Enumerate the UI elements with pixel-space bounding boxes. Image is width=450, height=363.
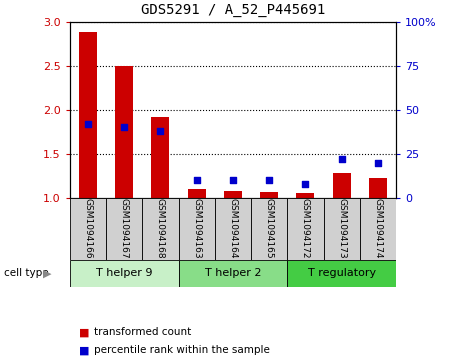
Point — [338, 156, 345, 162]
Text: ▶: ▶ — [43, 268, 51, 278]
Bar — [260, 192, 278, 198]
Bar — [106, 198, 142, 260]
Bar — [179, 198, 215, 260]
Text: transformed count: transformed count — [94, 327, 192, 337]
Bar — [79, 32, 97, 198]
Title: GDS5291 / A_52_P445691: GDS5291 / A_52_P445691 — [141, 3, 325, 17]
Point — [157, 128, 164, 134]
Text: GSM1094167: GSM1094167 — [120, 198, 129, 259]
Text: T helper 2: T helper 2 — [205, 268, 261, 278]
Point — [302, 181, 309, 187]
Text: cell type: cell type — [4, 268, 49, 278]
Bar — [369, 178, 387, 198]
Bar — [179, 260, 287, 287]
Bar — [296, 193, 315, 198]
Text: percentile rank within the sample: percentile rank within the sample — [94, 345, 270, 355]
Bar — [224, 191, 242, 198]
Bar — [151, 117, 170, 198]
Bar — [251, 198, 287, 260]
Bar — [287, 198, 324, 260]
Point — [121, 125, 128, 130]
Text: ■: ■ — [79, 327, 89, 337]
Bar — [287, 260, 396, 287]
Text: GSM1094173: GSM1094173 — [337, 198, 346, 259]
Point — [374, 160, 382, 166]
Bar — [70, 198, 106, 260]
Bar — [70, 260, 179, 287]
Bar — [360, 198, 396, 260]
Text: GSM1094166: GSM1094166 — [83, 198, 92, 259]
Text: GSM1094163: GSM1094163 — [192, 198, 201, 259]
Point — [229, 177, 237, 183]
Text: GSM1094168: GSM1094168 — [156, 198, 165, 259]
Text: GSM1094172: GSM1094172 — [301, 199, 310, 259]
Text: T helper 9: T helper 9 — [96, 268, 153, 278]
Text: GSM1094174: GSM1094174 — [374, 199, 382, 259]
Bar — [115, 66, 133, 198]
Bar — [188, 189, 206, 198]
Text: ■: ■ — [79, 345, 89, 355]
Point — [266, 177, 273, 183]
Text: T regulatory: T regulatory — [307, 268, 376, 278]
Point — [84, 121, 91, 127]
Bar — [324, 198, 360, 260]
Bar — [333, 173, 351, 198]
Point — [193, 177, 200, 183]
Bar — [215, 198, 251, 260]
Bar — [142, 198, 179, 260]
Text: GSM1094165: GSM1094165 — [265, 198, 274, 259]
Text: GSM1094164: GSM1094164 — [228, 199, 238, 259]
